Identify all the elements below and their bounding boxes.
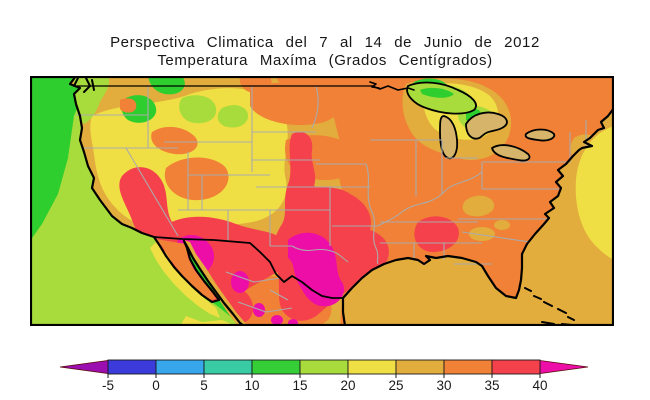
colorbar-tick-7: 30: [436, 378, 451, 393]
colorbar-segment-7: [395, 359, 445, 375]
colorbar-segment-2: [155, 359, 205, 375]
atlantic-gulf-coastline: [341, 106, 614, 326]
bahamas-cuba-islands: [524, 287, 575, 326]
lake-of-the-woods: [369, 81, 380, 89]
map-frame: [30, 76, 614, 326]
figure-title-line2: Temperatura Maxíma (Grados Centígrados): [157, 52, 493, 69]
colorbar-segment-5: [299, 359, 349, 375]
colorbar-tick-1: 0: [152, 378, 160, 393]
gulf-atlantic-ocean: [343, 108, 614, 326]
colorbar-arrow-high: [539, 360, 589, 374]
colorbar-segment-4: [251, 359, 301, 375]
lake-ontario: [524, 128, 556, 142]
colorbar-tick-labels: -5 0 5 10 15 20 25 30 35 40: [102, 378, 548, 393]
temperature-colorbar: -5 0 5 10 15 20 25 30 35 40: [59, 359, 589, 393]
colorbar-segment-1: [107, 359, 157, 375]
pacific-coastline: [68, 76, 246, 326]
lake-erie: [491, 144, 531, 162]
lake-huron: [465, 111, 508, 140]
mexico-border: [153, 236, 344, 299]
colorbar-tick-5: 20: [340, 378, 355, 393]
colorbar-arrow-low: [59, 360, 109, 374]
colorbar-tick-9: 40: [532, 378, 547, 393]
figure-title-line1: Perspectiva Climatica del 7 al 14 de Jun…: [110, 34, 540, 51]
colorbar-tick-2: 5: [200, 378, 208, 393]
colorbar-ticks: [107, 374, 541, 378]
coastlines-and-borders: [68, 76, 614, 326]
colorbar-tick-4: 15: [292, 378, 307, 393]
colorbar-tick-0: -5: [102, 378, 114, 393]
colorbar-segment-6: [347, 359, 397, 375]
colorbar-segment-3: [203, 359, 253, 375]
pacific-ocean-south: [30, 106, 244, 326]
colorbar-tick-6: 25: [388, 378, 403, 393]
great-lakes: [406, 81, 556, 162]
lake-superior-green-streak: [420, 87, 454, 98]
puget-sound-inlets: [73, 77, 95, 93]
colorbar-tick-3: 10: [244, 378, 259, 393]
colorbar-segments: [107, 359, 541, 375]
colorbar-segment-8: [443, 359, 493, 375]
colorbar-segment-9: [491, 359, 541, 375]
temperature-map: [30, 76, 614, 326]
colorbar-tick-8: 35: [484, 378, 499, 393]
